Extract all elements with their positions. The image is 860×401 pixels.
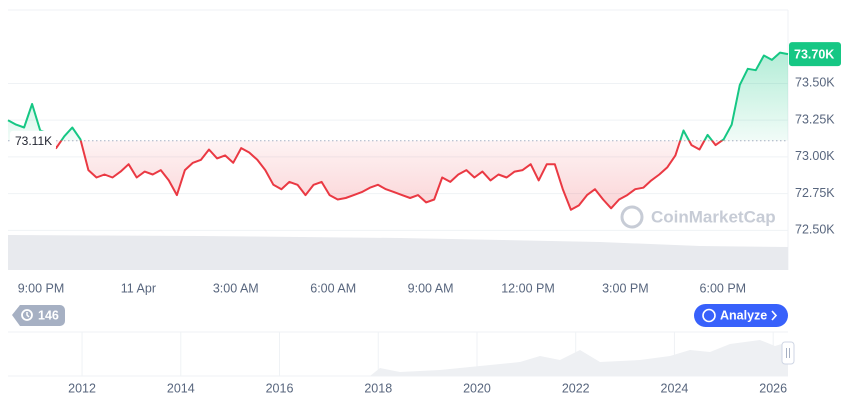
x-tick-label: 9:00 AM — [408, 281, 454, 295]
x-tick-label: 6:00 AM — [310, 281, 356, 295]
volume-bars — [8, 235, 788, 270]
navigator-year: 2026 — [759, 381, 787, 395]
navigator-year: 2020 — [463, 381, 491, 395]
navigator-history — [370, 340, 788, 376]
x-tick-label: 3:00 PM — [602, 281, 649, 295]
analyze-icon — [702, 308, 716, 323]
baseline-label: 73.11K — [15, 134, 52, 148]
analyze-chevron — [771, 310, 778, 321]
x-axis: 9:00 PM 11 Apr 3:00 AM 6:00 AM 9:00 AM 12:00 … — [18, 281, 746, 295]
navigator-year: 2022 — [562, 381, 590, 395]
navigator-year: 2012 — [68, 381, 96, 395]
last-price-label: 73.70K — [794, 47, 834, 61]
history-count: 146 — [38, 308, 59, 322]
navigator-year: 2016 — [266, 381, 294, 395]
analyze-button[interactable]: Analyze — [694, 304, 788, 327]
analyze-bg — [694, 304, 788, 327]
history-badge[interactable]: 146 — [12, 305, 65, 326]
x-tick-label: 11 Apr — [121, 281, 156, 295]
watermark-text: CoinMarketCap — [651, 207, 776, 226]
x-tick-label: 12:00 PM — [501, 281, 555, 295]
navigator-year: 2014 — [167, 381, 195, 395]
history-icon-hand — [26, 312, 30, 318]
baseline-label-bg — [10, 130, 56, 151]
price-line — [7, 51, 789, 211]
y-tick-label: 72.50K — [795, 223, 835, 237]
navigator-handle[interactable] — [781, 341, 795, 365]
watermark: CoinMarketCap — [620, 205, 776, 229]
analyze-label: Analyze — [720, 308, 767, 322]
y-tick-label: 72.75K — [795, 186, 835, 200]
navigator-year: 2024 — [661, 381, 689, 395]
y-tick-label: 73.25K — [795, 112, 835, 126]
navigator-year: 2018 — [364, 381, 392, 395]
last-price-bg — [789, 42, 841, 67]
y-tick-label: 73.00K — [795, 149, 835, 163]
price-plot: 72.50K 72.75K 73.00K 73.25K 73.50K 73.11K 73.7… — [7, 42, 841, 237]
y-tick-label: 73.50K — [795, 76, 835, 90]
history-icon — [21, 309, 33, 321]
price-area — [8, 52, 788, 210]
x-tick-label: 6:00 PM — [700, 281, 747, 295]
x-tick-label: 9:00 PM — [18, 281, 65, 295]
x-tick-label: 3:00 AM — [213, 281, 259, 295]
